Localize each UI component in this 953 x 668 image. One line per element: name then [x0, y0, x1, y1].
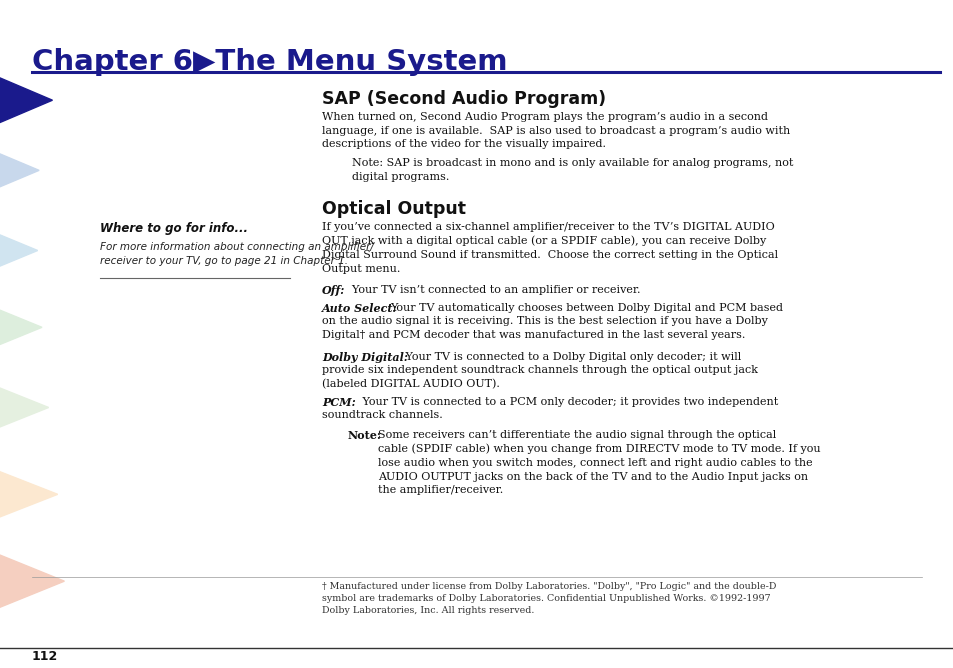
Text: Some receivers can’t differentiate the audio signal through the optical
cable (S: Some receivers can’t differentiate the a…	[377, 430, 820, 495]
Polygon shape	[0, 462, 57, 526]
Polygon shape	[0, 228, 37, 273]
Polygon shape	[0, 544, 64, 618]
Text: Your TV is connected to a Dolby Digital only decoder; it will: Your TV is connected to a Dolby Digital …	[401, 352, 740, 362]
Text: provide six independent soundtrack channels through the optical output jack
(lab: provide six independent soundtrack chann…	[322, 365, 758, 389]
Polygon shape	[0, 381, 49, 434]
Text: soundtrack channels.: soundtrack channels.	[322, 410, 442, 420]
Text: on the audio signal it is receiving. This is the best selection if you have a Do: on the audio signal it is receiving. Thi…	[322, 316, 767, 339]
Text: When turned on, Second Audio Program plays the program’s audio in a second
langu: When turned on, Second Audio Program pla…	[322, 112, 789, 149]
Text: For more information about connecting an amplifier/
receiver to your TV, go to p: For more information about connecting an…	[100, 242, 374, 266]
Text: PCM:: PCM:	[322, 397, 355, 408]
Text: SAP (Second Audio Program): SAP (Second Audio Program)	[322, 90, 605, 108]
Text: Where to go for info...: Where to go for info...	[100, 222, 248, 235]
Polygon shape	[0, 150, 39, 190]
Text: Optical Output: Optical Output	[322, 200, 465, 218]
Text: Note:: Note:	[348, 430, 381, 441]
Text: Your TV automatically chooses between Dolby Digital and PCM based: Your TV automatically chooses between Do…	[390, 303, 782, 313]
Text: Chapter 6▶The Menu System: Chapter 6▶The Menu System	[32, 48, 507, 76]
Text: Dolby Digital:: Dolby Digital:	[322, 352, 408, 363]
Text: Your TV is connected to a PCM only decoder; it provides two independent: Your TV is connected to a PCM only decod…	[352, 397, 778, 407]
Text: If you’ve connected a six-channel amplifier/receiver to the TV’s DIGITAL AUDIO
O: If you’ve connected a six-channel amplif…	[322, 222, 778, 274]
Text: 112: 112	[32, 650, 58, 663]
Text: Your TV isn’t connected to an amplifier or receiver.: Your TV isn’t connected to an amplifier …	[345, 285, 639, 295]
Text: Auto Select:: Auto Select:	[322, 303, 397, 314]
Text: Note: SAP is broadcast in mono and is only available for analog programs, not
di: Note: SAP is broadcast in mono and is on…	[352, 158, 793, 182]
Polygon shape	[0, 72, 52, 128]
Text: † Manufactured under license from Dolby Laboratories. "Dolby", "Pro Logic" and t: † Manufactured under license from Dolby …	[322, 582, 776, 615]
Polygon shape	[0, 304, 42, 351]
Text: Off:: Off:	[322, 285, 345, 296]
